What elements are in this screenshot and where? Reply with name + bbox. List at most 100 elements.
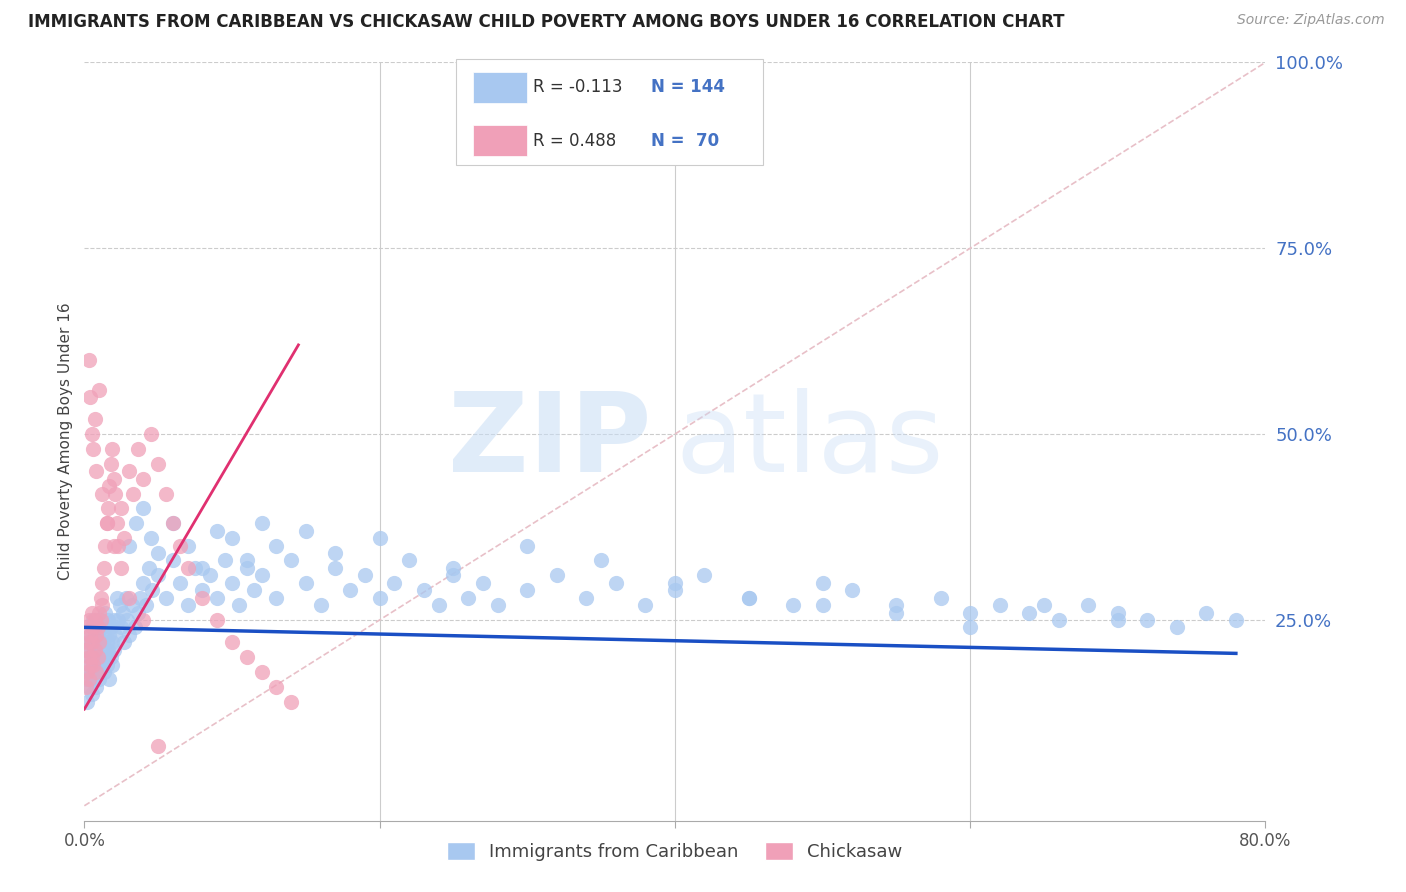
Point xyxy=(1018,606,1040,620)
Point xyxy=(118,591,141,605)
Point xyxy=(83,642,105,657)
Point xyxy=(77,352,100,367)
Point xyxy=(155,591,177,605)
Point xyxy=(191,591,214,605)
Point xyxy=(664,583,686,598)
Point xyxy=(250,665,273,679)
Point xyxy=(155,486,177,500)
Point xyxy=(82,442,104,456)
Point xyxy=(91,486,114,500)
Point xyxy=(115,613,138,627)
Point xyxy=(83,642,105,657)
Point xyxy=(94,539,117,553)
Point xyxy=(132,501,155,516)
Point xyxy=(139,427,162,442)
Point xyxy=(84,650,107,665)
Point xyxy=(87,635,111,649)
Point xyxy=(110,561,132,575)
Text: IMMIGRANTS FROM CARIBBEAN VS CHICKASAW CHILD POVERTY AMONG BOYS UNDER 16 CORRELA: IMMIGRANTS FROM CARIBBEAN VS CHICKASAW C… xyxy=(28,13,1064,31)
Point xyxy=(93,561,115,575)
Point xyxy=(1136,613,1159,627)
Point xyxy=(121,598,143,612)
Point xyxy=(83,665,105,679)
Point xyxy=(191,561,214,575)
Point xyxy=(82,657,104,672)
Legend: Immigrants from Caribbean, Chickasaw: Immigrants from Caribbean, Chickasaw xyxy=(440,835,910,869)
Point xyxy=(177,539,200,553)
Point xyxy=(1033,598,1056,612)
Point xyxy=(97,501,120,516)
Point xyxy=(250,516,273,531)
Point xyxy=(82,657,104,672)
Point xyxy=(811,575,834,590)
Point xyxy=(97,642,120,657)
Point xyxy=(112,531,135,545)
Point xyxy=(75,642,97,657)
Point xyxy=(1107,613,1129,627)
Point xyxy=(96,516,118,531)
Point xyxy=(110,501,132,516)
Point xyxy=(124,620,146,634)
Point xyxy=(266,680,288,694)
Point xyxy=(98,628,121,642)
Point xyxy=(103,539,125,553)
Point xyxy=(105,516,128,531)
Point xyxy=(112,635,135,649)
Text: atlas: atlas xyxy=(675,388,943,495)
Point xyxy=(959,620,981,634)
Point xyxy=(105,591,128,605)
Point xyxy=(162,553,184,567)
Point xyxy=(76,695,98,709)
Point xyxy=(738,591,761,605)
Point xyxy=(148,546,170,560)
Point xyxy=(575,591,598,605)
Point xyxy=(80,427,103,442)
Point xyxy=(87,673,111,687)
Point xyxy=(457,591,479,605)
Point xyxy=(148,568,170,582)
Point xyxy=(93,665,115,679)
Point xyxy=(101,657,124,672)
Point xyxy=(103,613,125,627)
Point xyxy=(77,673,100,687)
Point xyxy=(104,628,127,642)
Point xyxy=(83,620,105,634)
Point xyxy=(162,516,184,531)
Point xyxy=(79,628,101,642)
Point xyxy=(280,553,302,567)
Point xyxy=(80,635,103,649)
Point xyxy=(132,613,155,627)
Point xyxy=(228,598,250,612)
Point xyxy=(82,620,104,634)
Point xyxy=(295,575,318,590)
Point xyxy=(82,673,104,687)
Point xyxy=(198,568,221,582)
Point xyxy=(122,486,145,500)
Point xyxy=(91,598,114,612)
Point xyxy=(1047,613,1070,627)
Point xyxy=(207,524,229,538)
Point xyxy=(516,583,538,598)
Point xyxy=(221,531,243,545)
Point xyxy=(76,665,98,679)
Point xyxy=(325,546,347,560)
Point xyxy=(243,583,266,598)
Point xyxy=(76,642,98,657)
Point xyxy=(605,575,627,590)
Point xyxy=(214,553,236,567)
Point xyxy=(339,583,361,598)
Point xyxy=(84,680,107,694)
Point xyxy=(236,553,259,567)
Point xyxy=(148,457,170,471)
Point xyxy=(811,598,834,612)
Point xyxy=(83,412,105,426)
Point xyxy=(90,613,112,627)
FancyBboxPatch shape xyxy=(472,71,527,103)
Text: Source: ZipAtlas.com: Source: ZipAtlas.com xyxy=(1237,13,1385,28)
Point xyxy=(129,591,152,605)
Point xyxy=(79,657,101,672)
Point xyxy=(266,591,288,605)
Point xyxy=(132,472,155,486)
Point xyxy=(738,591,761,605)
Point xyxy=(1225,613,1247,627)
